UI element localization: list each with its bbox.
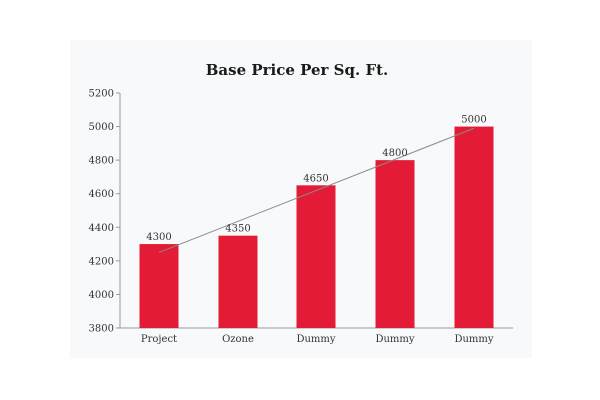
data-label: 4650 <box>303 173 328 184</box>
data-label: 4800 <box>382 148 407 159</box>
x-axis: Project Ozone Dummy Dummy Dummy <box>141 334 494 345</box>
trendline-layer <box>158 127 475 253</box>
x-tick-label: Dummy <box>375 334 414 345</box>
trendline <box>158 127 475 253</box>
y-tick-label: 3800 <box>89 324 114 335</box>
y-tick-label: 4600 <box>89 189 114 200</box>
x-tick-label: Dummy <box>454 334 493 345</box>
bar <box>296 185 336 328</box>
chart-title: Base Price Per Sq. Ft. <box>206 61 389 79</box>
x-tick-label: Ozone <box>222 334 254 345</box>
y-tick-label: 4000 <box>89 290 114 301</box>
bar <box>139 244 179 328</box>
data-label: 4350 <box>225 224 250 235</box>
bar <box>218 235 258 328</box>
y-tick-label: 4200 <box>89 256 114 267</box>
y-tick-label: 4800 <box>89 156 114 167</box>
data-label: 5000 <box>461 115 486 126</box>
y-axis: 3800 4000 4200 4400 4600 4800 5000 5200 <box>89 89 120 335</box>
data-labels: 4300 4350 4650 4800 5000 <box>146 115 486 244</box>
y-tick-label: 5000 <box>89 122 114 133</box>
bars <box>139 126 494 328</box>
x-tick-label: Project <box>141 334 177 345</box>
y-tick-label: 5200 <box>89 89 114 100</box>
data-label: 4300 <box>146 232 171 243</box>
x-tick-label: Dummy <box>296 334 335 345</box>
bar <box>454 126 494 328</box>
y-tick-label: 4400 <box>89 223 114 234</box>
bar <box>375 160 415 328</box>
